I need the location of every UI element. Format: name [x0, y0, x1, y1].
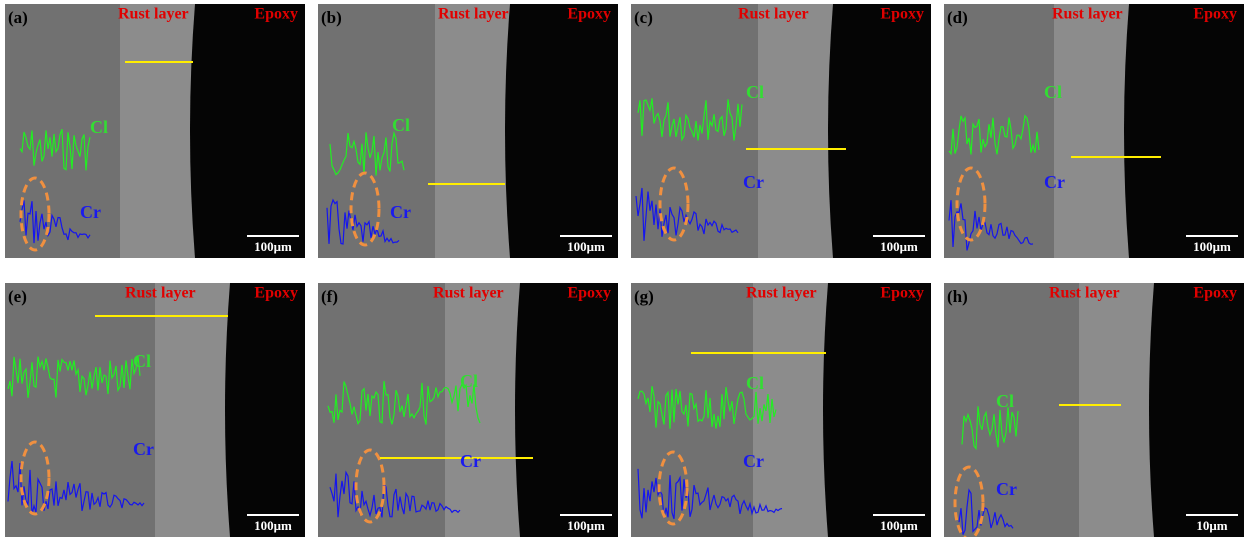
cl-label: Cl — [1044, 82, 1062, 102]
sem-panel: (g) Rust layer Epoxy Cl Cr 100μm — [631, 283, 931, 537]
rust-region — [758, 4, 833, 258]
sem-panel: (d) Rust layer Epoxy Cl Cr 100μm — [944, 4, 1244, 258]
scale-label: 100μm — [254, 239, 292, 254]
sem-panel: (c) Rust layer Epoxy Cl Cr 100μm — [631, 4, 931, 258]
cl-label: Cl — [460, 371, 478, 391]
panel-content: (a) Rust layer Epoxy Cl Cr 100μm — [5, 4, 305, 258]
rust-layer-label: Rust layer — [438, 6, 509, 23]
epoxy-region — [515, 283, 618, 537]
cl-label: Cl — [133, 351, 151, 371]
epoxy-region — [1124, 4, 1244, 258]
cl-label: Cl — [996, 391, 1014, 411]
scale-label: 10μm — [1196, 518, 1227, 533]
scale-label: 100μm — [880, 239, 918, 254]
epoxy-label: Epoxy — [254, 285, 298, 302]
epoxy-region — [828, 4, 931, 258]
epoxy-region — [823, 283, 931, 537]
cl-label: Cl — [90, 117, 108, 137]
panel-label: (h) — [947, 287, 968, 306]
panel-content: (b) Rust layer Epoxy Cl Cr 100μm — [318, 4, 618, 258]
scale-label: 100μm — [567, 239, 605, 254]
cr-label: Cr — [996, 479, 1017, 499]
rust-layer-label: Rust layer — [433, 285, 504, 302]
scale-label: 100μm — [1193, 239, 1231, 254]
scale-label: 100μm — [880, 518, 918, 533]
cr-label: Cr — [460, 451, 481, 471]
epoxy-label: Epoxy — [567, 6, 611, 23]
sem-panel: (f) Rust layer Epoxy Cl Cr 100μm — [318, 283, 618, 537]
panel-label: (f) — [321, 287, 338, 306]
rust-region — [1054, 4, 1129, 258]
sem-panel: (a) Rust layer Epoxy Cl Cr 100μm — [5, 4, 305, 258]
cl-label: Cl — [746, 373, 764, 393]
panel-label: (d) — [947, 8, 968, 27]
sem-panel: (b) Rust layer Epoxy Cl Cr 100μm — [318, 4, 618, 258]
cl-label: Cl — [746, 82, 764, 102]
rust-layer-label: Rust layer — [118, 6, 189, 23]
epoxy-region — [225, 283, 305, 537]
epoxy-label: Epoxy — [880, 6, 924, 23]
rust-layer-label: Rust layer — [746, 285, 817, 302]
panel-label: (g) — [634, 287, 654, 306]
panel-label: (c) — [634, 8, 653, 27]
epoxy-region — [190, 4, 305, 258]
epoxy-label: Epoxy — [880, 285, 924, 302]
rust-region — [435, 4, 510, 258]
cr-label: Cr — [743, 451, 764, 471]
panel-label: (a) — [8, 8, 28, 27]
rust-layer-label: Rust layer — [1052, 6, 1123, 23]
panel-label: (b) — [321, 8, 342, 27]
rust-region — [1079, 283, 1154, 537]
cl-label: Cl — [392, 115, 410, 135]
panel-content: (c) Rust layer Epoxy Cl Cr 100μm — [631, 4, 931, 258]
figure: (a) Rust layer Epoxy Cl Cr 100μm (b) Rust layer… — [0, 0, 1251, 539]
panel-content: (h) Rust layer Epoxy Cl Cr 10μm — [944, 283, 1244, 539]
epoxy-region — [505, 4, 618, 258]
epoxy-label: Epoxy — [254, 6, 298, 23]
cr-label: Cr — [80, 202, 101, 222]
rust-region — [445, 283, 520, 537]
rust-layer-label: Rust layer — [125, 285, 196, 302]
panel-content: (g) Rust layer Epoxy Cl Cr 100μm — [631, 283, 931, 537]
epoxy-label: Epoxy — [567, 285, 611, 302]
cr-label: Cr — [1044, 172, 1065, 192]
scale-label: 100μm — [567, 518, 605, 533]
sem-panel: (h) Rust layer Epoxy Cl Cr 10μm — [944, 283, 1244, 539]
epoxy-label: Epoxy — [1193, 285, 1237, 302]
scale-label: 100μm — [254, 518, 292, 533]
epoxy-region — [1149, 283, 1244, 537]
panel-content: (d) Rust layer Epoxy Cl Cr 100μm — [944, 4, 1244, 258]
panel-label: (e) — [8, 287, 27, 306]
cr-label: Cr — [390, 202, 411, 222]
cr-label: Cr — [743, 172, 764, 192]
panel-content: (f) Rust layer Epoxy Cl Cr 100μm — [318, 283, 618, 537]
rust-region — [155, 283, 230, 537]
rust-layer-label: Rust layer — [1049, 285, 1120, 302]
rust-region — [753, 283, 828, 537]
rust-layer-label: Rust layer — [738, 6, 809, 23]
panel-content: (e) Rust layer Epoxy Cl Cr 100μm — [5, 283, 305, 537]
cr-label: Cr — [133, 439, 154, 459]
epoxy-label: Epoxy — [1193, 6, 1237, 23]
rust-region — [120, 4, 195, 258]
sem-panel: (e) Rust layer Epoxy Cl Cr 100μm — [5, 283, 305, 537]
